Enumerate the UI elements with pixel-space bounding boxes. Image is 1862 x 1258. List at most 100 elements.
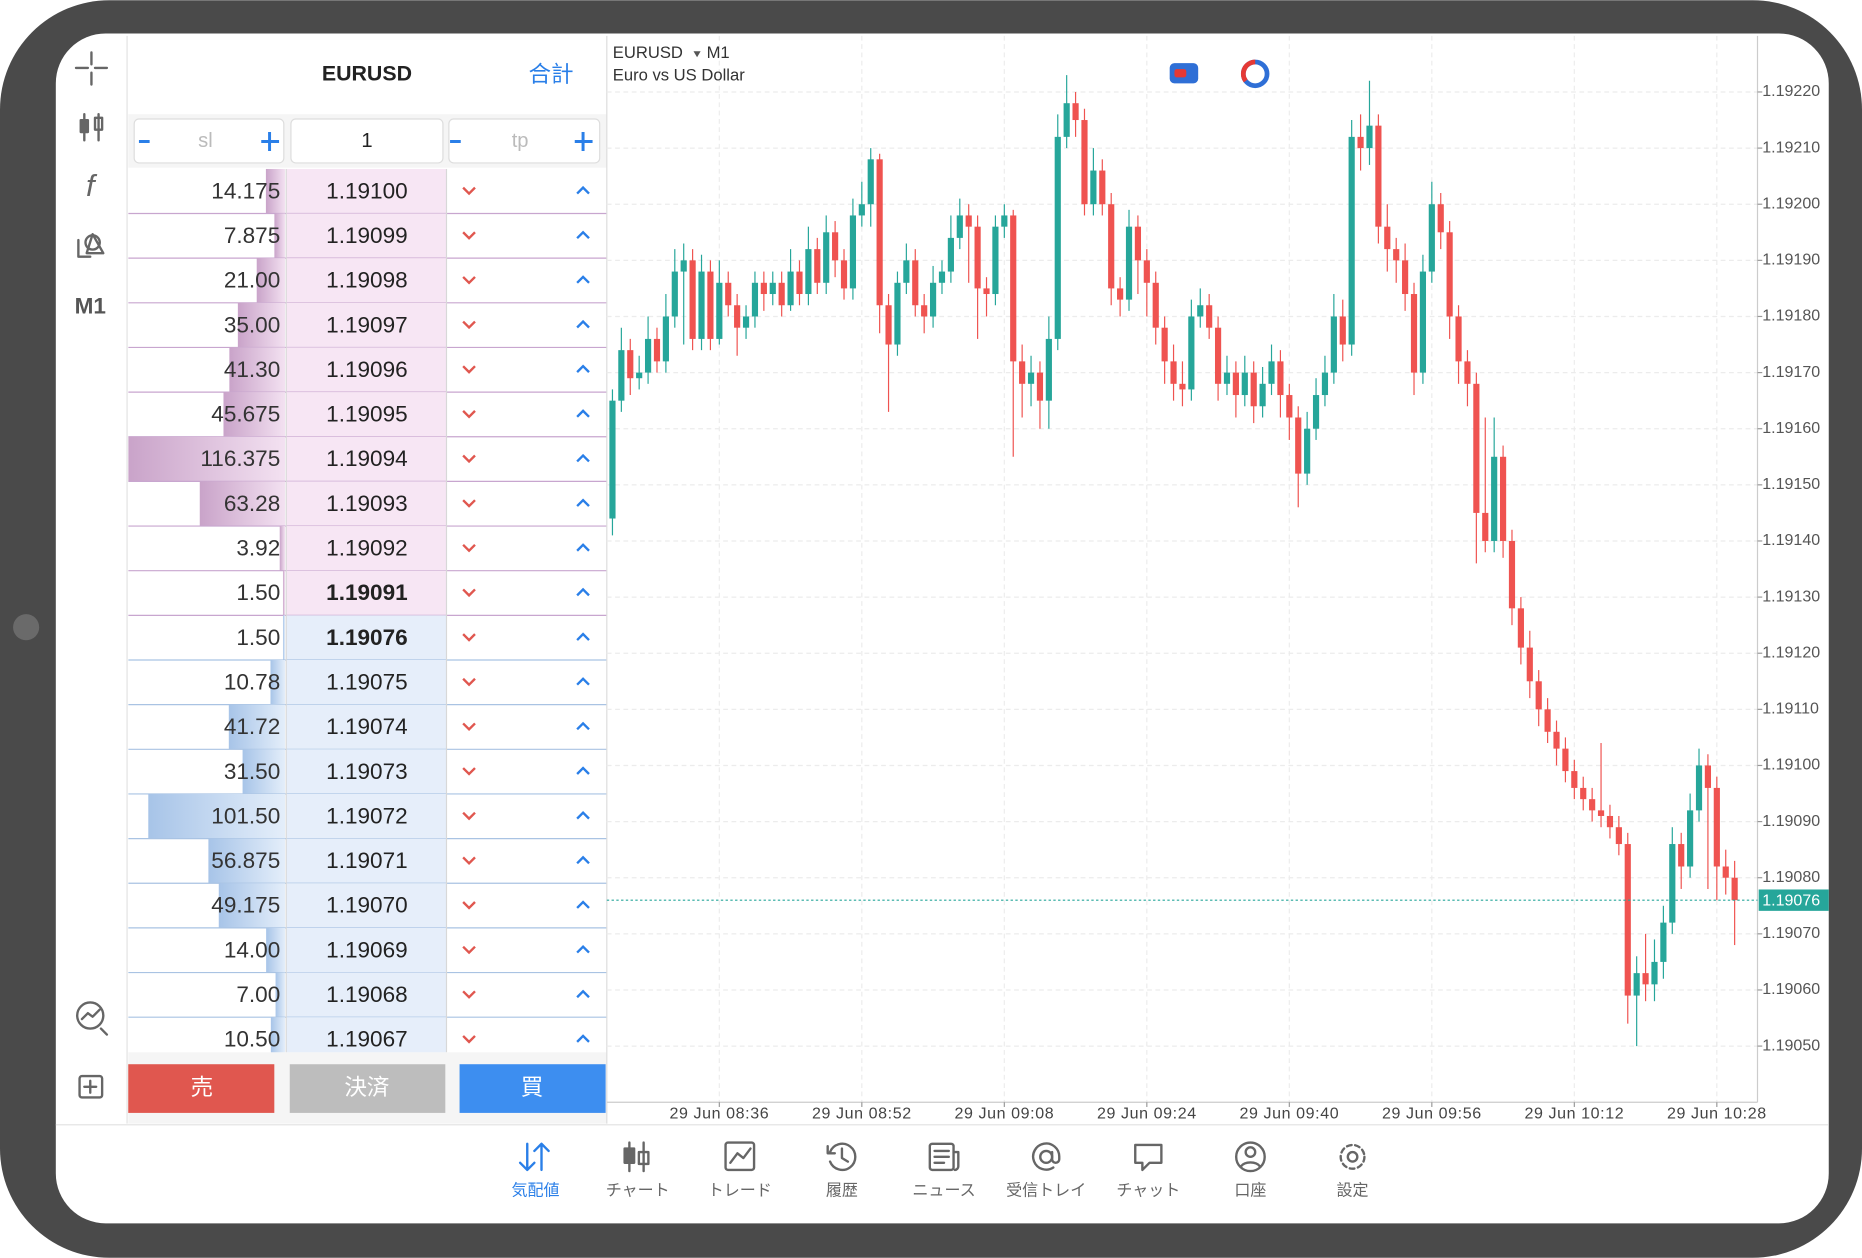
buy-limit-chevron[interactable]	[576, 855, 590, 865]
news-icon[interactable]	[928, 1142, 960, 1172]
tab-label[interactable]: 気配値	[512, 1182, 560, 1200]
buy-limit-chevron[interactable]	[576, 766, 590, 775]
buy-limit-chevron[interactable]	[576, 811, 590, 820]
buy-limit-chevron[interactable]	[576, 989, 590, 999]
tab-label[interactable]: ニュース	[912, 1182, 975, 1200]
sl-input[interactable]	[133, 118, 285, 164]
sell-button[interactable]	[128, 1064, 275, 1113]
objects-tool[interactable]	[77, 232, 105, 258]
tab-label[interactable]: 口座	[1234, 1182, 1266, 1200]
total-button[interactable]: 合計	[528, 62, 573, 87]
tab-label[interactable]: 受信トレイ	[1006, 1182, 1086, 1200]
sell-limit-chevron[interactable]	[462, 499, 476, 508]
buy-limit-chevron[interactable]	[576, 900, 590, 909]
lots-input[interactable]	[290, 118, 444, 164]
volume-bar	[256, 258, 285, 303]
candle-body	[1090, 170, 1097, 205]
buy-button[interactable]	[459, 1064, 606, 1113]
buy-limit-chevron[interactable]	[576, 944, 590, 954]
sell-limit-chevron[interactable]	[462, 543, 476, 553]
account-icon[interactable]	[1235, 1141, 1266, 1173]
trading-signals-tool[interactable]	[76, 1001, 109, 1036]
volume-bar	[208, 838, 285, 884]
volume-label: 14.00	[224, 937, 280, 962]
candle-body	[1624, 844, 1631, 996]
sell-limit-chevron[interactable]	[462, 901, 476, 910]
buy-limit-chevron[interactable]	[576, 543, 590, 552]
candle-body	[769, 282, 776, 295]
tab-label[interactable]: 履歴	[826, 1182, 858, 1200]
buy-limit-chevron[interactable]	[576, 275, 590, 284]
candle-body	[689, 260, 696, 339]
buy-limit-chevron[interactable]	[576, 364, 590, 373]
candle-body	[1491, 456, 1498, 541]
sell-limit-chevron[interactable]	[462, 454, 476, 464]
price-label: 1.19097	[326, 312, 408, 337]
sell-limit-chevron[interactable]	[462, 677, 476, 687]
candle-body	[636, 372, 643, 379]
buy-limit-chevron[interactable]	[576, 587, 590, 597]
sell-limit-chevron[interactable]	[462, 588, 476, 598]
buy-limit-chevron[interactable]	[576, 453, 590, 463]
y-tick-label: 1.19070	[1762, 924, 1820, 942]
volume-label: 35.00	[224, 312, 280, 337]
candle-body	[1687, 810, 1694, 867]
sell-limit-chevron[interactable]	[462, 856, 476, 865]
chart-icon[interactable]	[623, 1141, 650, 1173]
sell-limit-chevron[interactable]	[462, 767, 476, 776]
mailbox-icon[interactable]	[1031, 1142, 1061, 1171]
price-cell	[286, 570, 447, 616]
candle-body	[653, 338, 661, 362]
tab-label[interactable]: チャット	[1116, 1182, 1180, 1200]
sell-limit-chevron[interactable]	[462, 231, 476, 240]
timeframe-button[interactable]: M1	[75, 294, 106, 319]
chart: 1.19050 1.19060 1.19070 1.19080 1.19090 1.191…	[606, 35, 1829, 1122]
history-icon[interactable]	[826, 1142, 857, 1172]
candle-body	[1036, 372, 1044, 401]
candle-body	[1473, 383, 1480, 513]
quotes-icon[interactable]	[518, 1142, 550, 1172]
sell-limit-chevron[interactable]	[462, 186, 476, 196]
trade-icon[interactable]	[724, 1141, 756, 1172]
sell-limit-chevron[interactable]	[462, 633, 476, 642]
tab-label[interactable]: チャート	[606, 1182, 670, 1200]
candle-body	[1695, 765, 1703, 811]
sell-limit-chevron[interactable]	[462, 365, 476, 374]
tp-input[interactable]	[448, 118, 601, 164]
market-clock-icon[interactable]	[1240, 59, 1270, 89]
settings-icon[interactable]	[1339, 1143, 1366, 1170]
sell-limit-chevron[interactable]	[462, 990, 476, 999]
buy-limit-chevron[interactable]	[576, 409, 590, 418]
buy-limit-chevron[interactable]	[576, 1034, 590, 1043]
buy-limit-chevron[interactable]	[576, 632, 590, 641]
price-cell	[286, 793, 447, 839]
sell-limit-chevron[interactable]	[462, 722, 476, 732]
close-button[interactable]	[289, 1064, 446, 1113]
plus-buttons[interactable]	[261, 132, 593, 152]
sell-limit-chevron[interactable]	[462, 410, 476, 419]
sell-limit-chevron[interactable]	[462, 320, 476, 330]
one-click-icon[interactable]	[1169, 63, 1199, 84]
buy-limit-chevron[interactable]	[576, 230, 590, 240]
sell-limit-chevron[interactable]	[462, 276, 476, 285]
buy-limit-chevron[interactable]	[576, 677, 590, 686]
symbol-dropdown[interactable]	[693, 51, 701, 58]
candle-body	[1428, 204, 1435, 272]
tab-label[interactable]: トレード	[708, 1182, 772, 1200]
volume-bar	[265, 168, 285, 214]
y-tick-label: 1.19190	[1762, 251, 1820, 269]
buy-limit-chevron[interactable]	[576, 721, 590, 731]
buy-limit-chevron[interactable]	[576, 185, 590, 195]
buy-limit-chevron[interactable]	[576, 498, 590, 507]
sell-limit-chevron[interactable]	[462, 1035, 476, 1044]
sell-limit-chevron[interactable]	[462, 945, 476, 955]
volume-label: 14.175	[211, 178, 280, 203]
crosshair-tool[interactable]	[74, 51, 109, 86]
new-order-tool[interactable]	[78, 1074, 104, 1099]
chart-type-tool[interactable]	[79, 113, 104, 142]
buy-limit-chevron[interactable]	[576, 319, 590, 329]
sell-limit-chevron[interactable]	[462, 811, 476, 821]
tab-label[interactable]: 設定	[1337, 1182, 1369, 1200]
chat-icon[interactable]	[1134, 1143, 1163, 1172]
volume-bar	[218, 883, 285, 928]
